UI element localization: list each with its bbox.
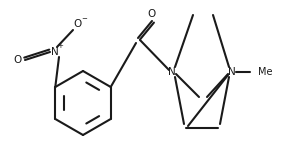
Text: N: N [228, 67, 236, 77]
Text: O: O [74, 19, 82, 29]
Text: Me: Me [258, 67, 273, 77]
Text: −: − [81, 16, 87, 22]
Text: N: N [51, 47, 59, 57]
Text: +: + [57, 43, 63, 49]
Text: O: O [14, 55, 22, 65]
Text: O: O [148, 9, 156, 19]
Text: N: N [168, 67, 176, 77]
